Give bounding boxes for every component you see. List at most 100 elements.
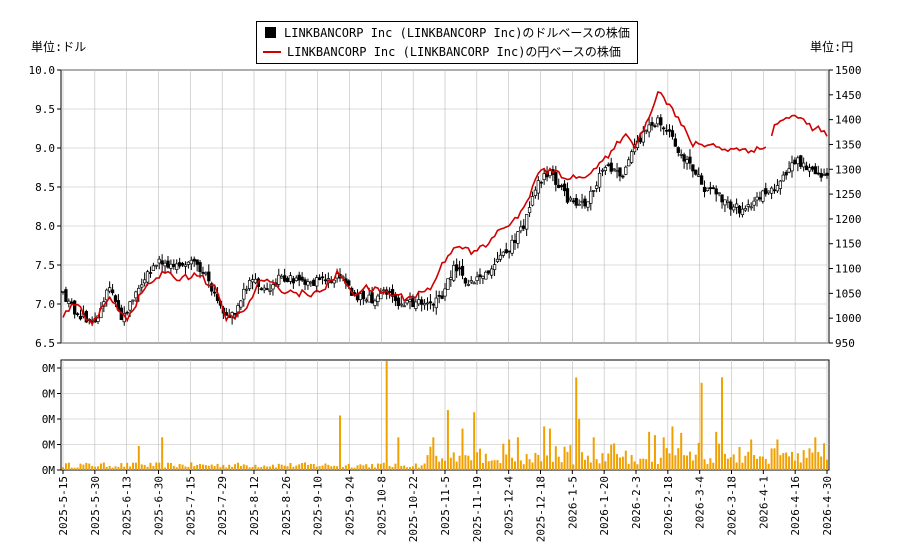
volume-bar [347,463,350,470]
x-tick-label: 2026-2-3 [630,476,643,529]
candle-body [743,208,748,211]
candle-body [670,130,675,137]
candle-body [667,129,672,132]
volume-bar [578,418,581,470]
candle-body [574,197,578,206]
volume-bar [753,455,756,470]
left-tick-label: 7.5 [35,259,55,272]
volume-bar [624,450,627,470]
x-tick-label: 2025-12-18 [535,476,548,542]
x-tick-label: 2025-7-15 [184,476,197,536]
candle-body [807,167,812,172]
chart-legend: LINKBANCORP Inc (LINKBANCORP Inc)のドルベースの… [256,21,638,64]
candle-body [271,284,275,290]
candle-body [691,164,695,172]
volume-bar [263,465,266,470]
candle-body [169,263,173,269]
volume-bar [543,426,546,470]
candle-body [825,172,829,176]
volume-bar [683,455,686,470]
volume-bar [207,465,210,470]
candle-body [323,279,328,282]
volume-bar [741,462,744,470]
x-tick-label: 2025-9-10 [312,476,325,536]
volume-bar [516,437,519,470]
candle-body [166,260,170,268]
candle-body [312,279,316,287]
volume-bar [161,437,164,470]
candle-body [207,271,211,282]
volume-bar [301,462,304,470]
right-tick-label: 1000 [835,312,862,325]
candle-body [682,154,686,162]
volume-tick-label: 0M [42,362,56,375]
volume-bar [330,466,333,470]
volume-bar [152,465,155,470]
candle-body [417,299,421,305]
candle-body [172,263,176,267]
candle-body [580,200,584,203]
right-tick-label: 1150 [835,238,862,251]
legend-candle-swatch [265,27,276,38]
volume-bar [592,437,595,470]
volume-bar [531,462,534,470]
candle-body [75,313,80,316]
candle-body [702,186,707,192]
x-tick-label: 2026-4-16 [789,476,802,536]
volume-bar [645,459,648,470]
candle-body [315,277,319,287]
volume-bar [426,455,429,470]
volume-bar [796,453,799,470]
volume-bar [374,467,377,470]
candle-body [110,289,115,294]
volume-bar [242,464,245,470]
candle-body [804,165,809,171]
volume-bar [688,451,691,470]
volume-bar [674,455,677,470]
right-tick-label: 1250 [835,188,862,201]
volume-bar [770,448,773,470]
candle-body [679,153,683,156]
volume-tick-label: 0M [42,388,56,401]
volume-bar [677,448,680,470]
volume-bar [680,432,683,470]
volume-bar [210,464,213,470]
volume-bar [114,466,117,470]
candle-body [746,204,750,207]
volume-bar [102,462,105,470]
volume-bar [371,464,374,470]
volume-bar [187,466,190,470]
candle-body [723,199,727,206]
candle-body [131,299,135,302]
volume-bar [449,457,452,470]
volume-bar [257,467,260,470]
volume-bar [225,467,228,470]
right-tick-label: 1400 [835,114,862,127]
candle-body [145,271,150,283]
volume-bar [181,464,184,470]
candle-body [708,187,713,190]
volume-bar [513,461,516,470]
candle-body [562,183,567,192]
candle-body [154,264,158,267]
candle-body [592,189,596,192]
candle-body [784,172,788,176]
candle-body [291,278,296,284]
candle-body [685,159,689,164]
volume-bar [62,467,64,470]
candle-body [664,129,669,132]
candle-body [504,249,508,254]
candle-body [734,203,739,208]
candle-body [105,289,109,301]
candle-body [297,274,301,281]
volume-bar [773,448,776,470]
volume-bar [280,464,283,470]
volume-bar [744,455,747,470]
candle-body [603,167,608,171]
candle-body [408,299,412,302]
volume-bar [219,467,222,470]
right-axis-unit: 単位:円 [810,40,854,54]
volume-bar [575,377,578,470]
candle-body [539,181,543,184]
x-tick-label: 2025-9-24 [344,476,357,536]
